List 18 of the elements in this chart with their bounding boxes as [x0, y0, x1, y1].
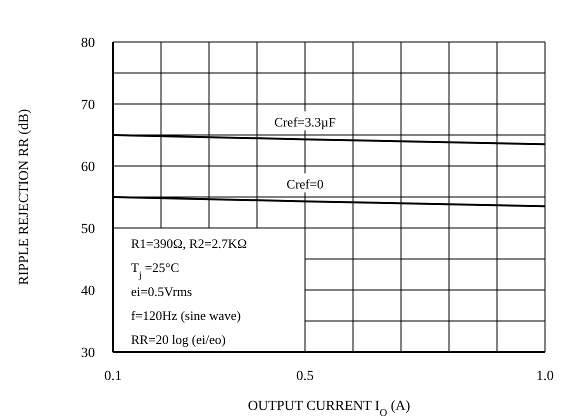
y-tick-label: 50: [81, 222, 95, 237]
y-tick-label: 80: [81, 36, 95, 51]
y-axis-title: RIPPLE REJECTION RR (dB): [17, 108, 32, 286]
series-label: Cref=3.3µF: [274, 114, 336, 130]
y-tick-label: 60: [81, 160, 95, 175]
y-tick-label: 70: [81, 98, 95, 113]
annotation: R1=390Ω, R2=2.7KΩ: [131, 236, 247, 251]
y-tick-label: 40: [81, 284, 95, 299]
annotation: ei=0.5Vrms: [131, 284, 192, 299]
x-tick-label: 0.1: [104, 368, 122, 384]
y-tick-label: 30: [81, 346, 95, 361]
x-axis-title: OUTPUT CURRENT I$_{O}$ (A): [248, 399, 410, 418]
x-tick-label: 0.5: [296, 368, 314, 384]
annotation: T$_{j}$ =25°C: [131, 260, 180, 280]
x-tick-label: 1.0: [536, 368, 554, 384]
annotation: f=120Hz (sine wave): [131, 308, 241, 323]
annotation: RR=20 log (ei/eo): [131, 332, 226, 347]
series-label: Cref=0: [286, 176, 324, 192]
